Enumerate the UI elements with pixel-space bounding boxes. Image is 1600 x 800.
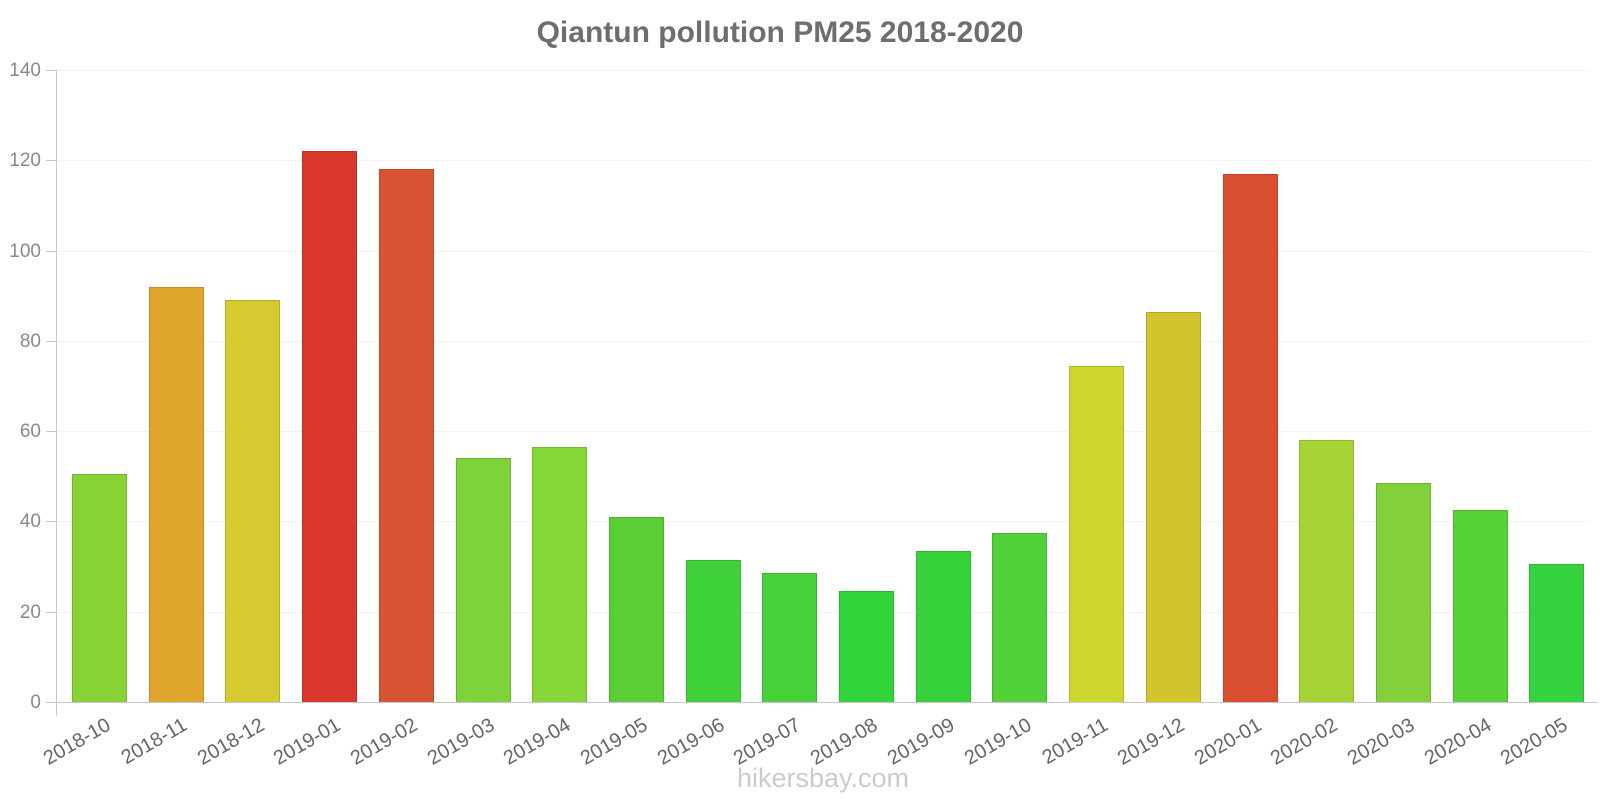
x-axis-label-2019-09: 2019-09 bbox=[883, 714, 959, 770]
gridline-80 bbox=[57, 340, 1590, 342]
x-axis-label-2019-12: 2019-12 bbox=[1113, 714, 1189, 770]
bar-2020-04[interactable] bbox=[1452, 510, 1508, 702]
bar-2020-01[interactable] bbox=[1222, 173, 1278, 702]
x-axis-label-2019-10: 2019-10 bbox=[960, 714, 1035, 770]
gridline-60 bbox=[57, 431, 1590, 433]
chart-title: Qiantun pollution PM25 2018-2020 bbox=[536, 16, 1024, 49]
x-axis-label-2019-02: 2019-02 bbox=[346, 714, 422, 770]
x-axis-label-2018-11: 2018-11 bbox=[117, 714, 192, 770]
y-axis-label-120: 120 bbox=[9, 150, 41, 172]
bar-2019-11[interactable] bbox=[1069, 365, 1125, 702]
bar-2019-01[interactable] bbox=[302, 151, 358, 702]
y-axis-label-20: 20 bbox=[19, 601, 41, 623]
bar-2019-03[interactable] bbox=[455, 458, 511, 702]
x-axis-label-2020-01: 2020-01 bbox=[1190, 714, 1265, 770]
bar-2020-03[interactable] bbox=[1375, 483, 1431, 702]
y-axis-label-100: 100 bbox=[9, 240, 41, 262]
bar-2019-09[interactable] bbox=[915, 550, 971, 702]
y-axis-label-80: 80 bbox=[19, 330, 41, 352]
y-axis-label-0: 0 bbox=[30, 692, 41, 713]
x-axis-label-2019-11: 2019-11 bbox=[1038, 714, 1112, 770]
bar-2019-02[interactable] bbox=[378, 169, 434, 702]
x-axis-label-2019-04: 2019-04 bbox=[500, 714, 575, 770]
bar-2019-12[interactable] bbox=[1145, 311, 1201, 702]
gridline-100 bbox=[57, 250, 1590, 252]
gridline-120 bbox=[57, 160, 1590, 162]
x-axis-label-2019-03: 2019-03 bbox=[423, 714, 498, 770]
x-axis-label-2019-06: 2019-06 bbox=[653, 714, 729, 770]
bar-2019-08[interactable] bbox=[839, 591, 894, 702]
bar-2018-10[interactable] bbox=[72, 474, 127, 702]
y-axis-tick-0 bbox=[46, 702, 56, 703]
x-axis-label-2019-01: 2019-01 bbox=[270, 714, 345, 770]
y-axis-line bbox=[56, 70, 57, 716]
gridline-40 bbox=[57, 521, 1590, 523]
bar-2019-06[interactable] bbox=[685, 559, 741, 702]
y-axis-label-140: 140 bbox=[9, 60, 41, 81]
y-axis-tick-100 bbox=[46, 250, 56, 252]
x-axis-label-2020-02: 2020-02 bbox=[1267, 714, 1342, 770]
y-axis-tick-140 bbox=[46, 70, 56, 71]
x-axis-label-2020-03: 2020-03 bbox=[1343, 714, 1419, 770]
gridline-140 bbox=[57, 70, 1590, 71]
gridline-20 bbox=[57, 611, 1590, 613]
y-axis-label-60: 60 bbox=[19, 421, 41, 443]
x-axis-label-2019-08: 2019-08 bbox=[806, 714, 882, 770]
x-axis-label-2018-10: 2018-10 bbox=[39, 714, 115, 770]
bar-2020-05[interactable] bbox=[1529, 564, 1585, 702]
bar-2018-11[interactable] bbox=[148, 286, 204, 702]
x-axis-line bbox=[56, 702, 1598, 703]
watermark-text: hikersbay.com bbox=[736, 763, 910, 793]
bar-2019-04[interactable] bbox=[532, 446, 588, 702]
x-axis-label-2020-04: 2020-04 bbox=[1420, 714, 1496, 770]
y-axis-tick-20 bbox=[46, 611, 56, 613]
x-axis-label-2019-05: 2019-05 bbox=[576, 714, 652, 770]
x-axis-label-2019-07: 2019-07 bbox=[730, 714, 805, 770]
bar-2020-02[interactable] bbox=[1299, 440, 1355, 702]
y-axis-tick-120 bbox=[46, 160, 56, 162]
y-axis-tick-40 bbox=[46, 521, 56, 523]
x-axis-label-2018-12: 2018-12 bbox=[193, 714, 268, 770]
bar-2019-05[interactable] bbox=[608, 516, 664, 702]
bar-2018-12[interactable] bbox=[225, 300, 281, 702]
x-axis-label-2020-05: 2020-05 bbox=[1497, 714, 1572, 770]
y-axis-tick-60 bbox=[46, 431, 56, 433]
bar-2019-10[interactable] bbox=[992, 532, 1048, 702]
y-axis-label-40: 40 bbox=[19, 511, 41, 533]
y-axis-tick-80 bbox=[46, 340, 56, 342]
bar-2019-07[interactable] bbox=[762, 573, 818, 702]
